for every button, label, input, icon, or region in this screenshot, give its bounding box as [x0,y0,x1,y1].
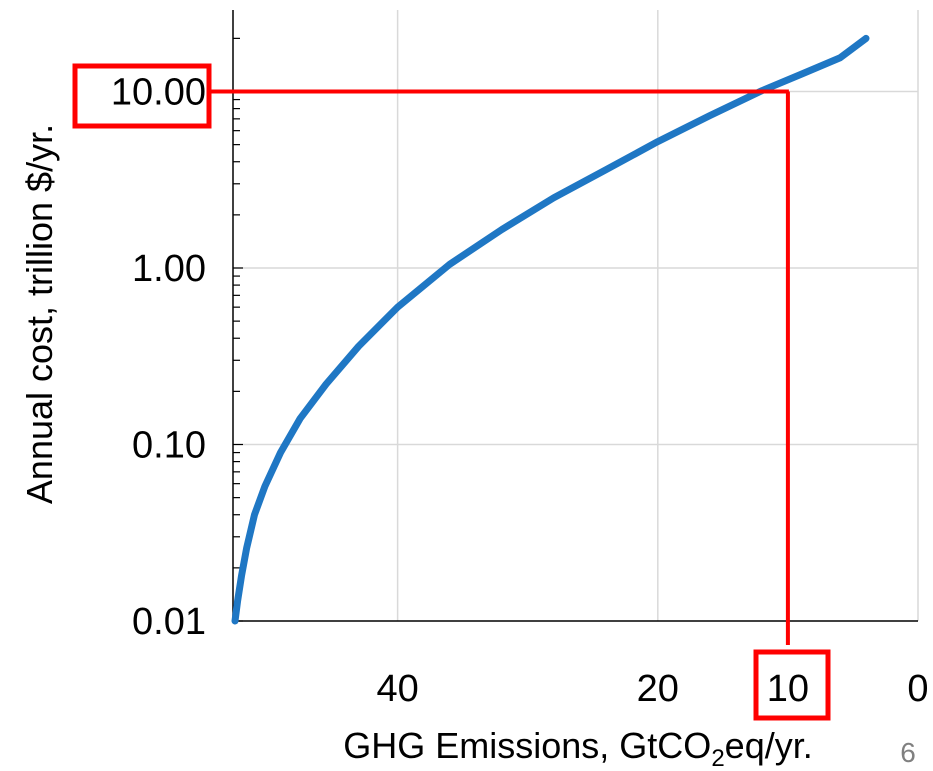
highlight-box-x [753,649,831,721]
x-tick-label: 10 [767,668,809,710]
slide-number: 6 [900,737,916,768]
y-tick-label: 1.00 [132,248,206,290]
highlight-annotation [72,63,831,721]
x-tick-label: 0 [907,668,928,710]
series-line [231,34,870,625]
x-tick-labels: 40 20 10 0 [376,668,928,710]
y-axis-title: Annual cost, trillion $/yr. [19,124,60,504]
x-axis-title: GHG Emissions, GtCO2eq/yr. [343,725,812,771]
gridlines [233,10,919,621]
highlight-box-y [72,63,212,129]
y-tick-labels: 0.01 0.10 1.00 10.00 [111,72,206,644]
y-tick-label: 0.10 [132,425,206,467]
axes [232,10,918,622]
series [231,34,870,625]
x-tick-label: 40 [376,668,418,710]
y-tick-label: 0.01 [132,601,206,643]
y-tick-label: 10.00 [111,72,206,114]
x-tick-label: 20 [637,668,679,710]
